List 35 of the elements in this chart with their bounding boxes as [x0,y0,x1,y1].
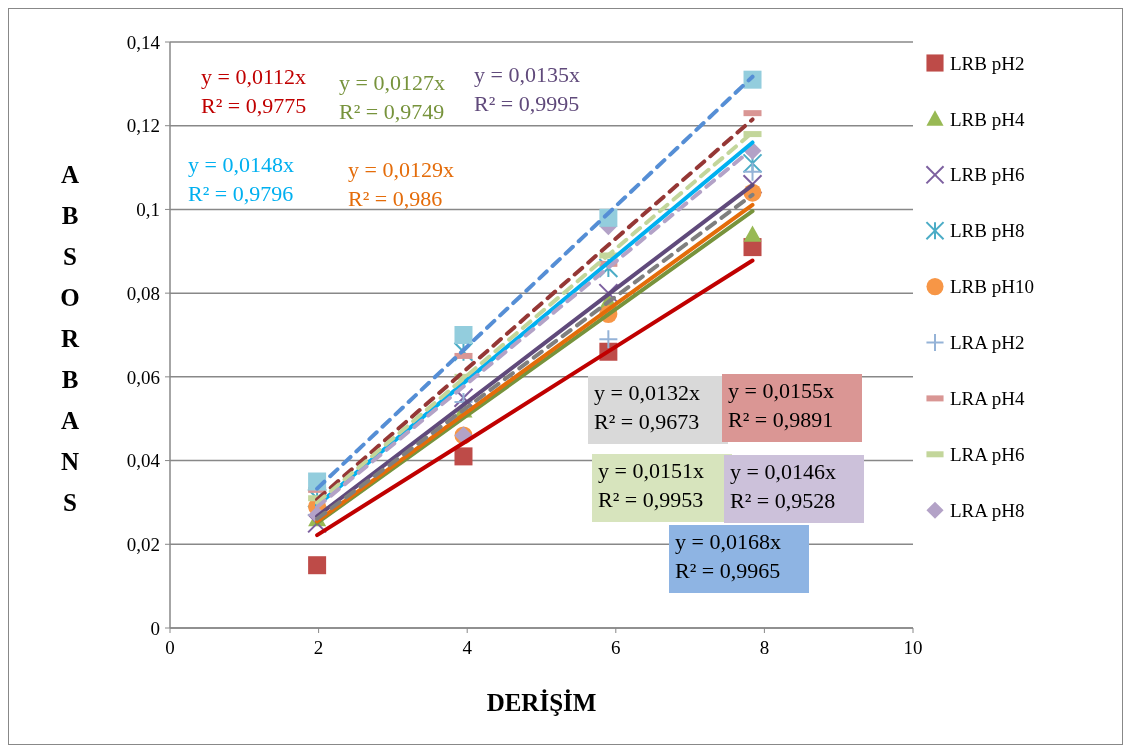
y-tick-label: 0,14 [126,31,161,53]
annotation: y = 0,0132x R² = 0,9673 [594,380,700,434]
x-tick-label: 0 [165,637,175,658]
legend-label: LRB pH8 [950,220,1025,242]
x-tick-label: 10 [903,637,923,658]
annotation: y = 0,0146x R² = 0,9528 [730,459,836,513]
text: ABSORBANS [60,161,80,516]
x-tick-label: 2 [313,637,324,658]
x-tick-label: 4 [462,637,473,658]
legend-label: LRB pH6 [950,164,1025,186]
annotation: y = 0,0129x R² = 0,986 [348,157,454,211]
y-tick-label: 0,1 [136,199,160,221]
x-tick-label: 6 [611,637,621,658]
legend-label: LRB pH4 [950,108,1025,130]
y-tick-label: 0,08 [126,282,160,304]
annotation: y = 0,0112x R² = 0,9775 [201,64,307,118]
y-tick-label: 0 [150,617,160,639]
legend-label: LRB pH10 [950,276,1034,298]
annotation: y = 0,0148x R² = 0,9796 [188,152,294,206]
annotation: y = 0,0155x R² = 0,9891 [728,378,834,432]
x-axis-title: DERİŞİM [486,689,597,716]
y-tick-label: 0,12 [126,115,160,137]
legend-label: LRA pH4 [950,388,1025,410]
annotation: y = 0,0151x R² = 0,9953 [598,458,704,512]
legend-label: LRA pH2 [950,332,1025,354]
legend-label: LRA pH6 [950,443,1025,465]
annotation: y = 0,0168x R² = 0,9965 [675,529,781,583]
annotation: y = 0,0127x R² = 0,9749 [339,70,445,124]
y-tick-label: 0,06 [126,366,160,388]
x-tick-label: 8 [759,637,770,658]
legend-label: LRB pH2 [950,52,1025,74]
y-tick-label: 0,04 [126,450,161,472]
y-tick-label: 0,02 [126,533,160,555]
annotation: y = 0,0135x R² = 0,9995 [474,62,580,116]
legend-label: LRA pH8 [950,499,1025,521]
